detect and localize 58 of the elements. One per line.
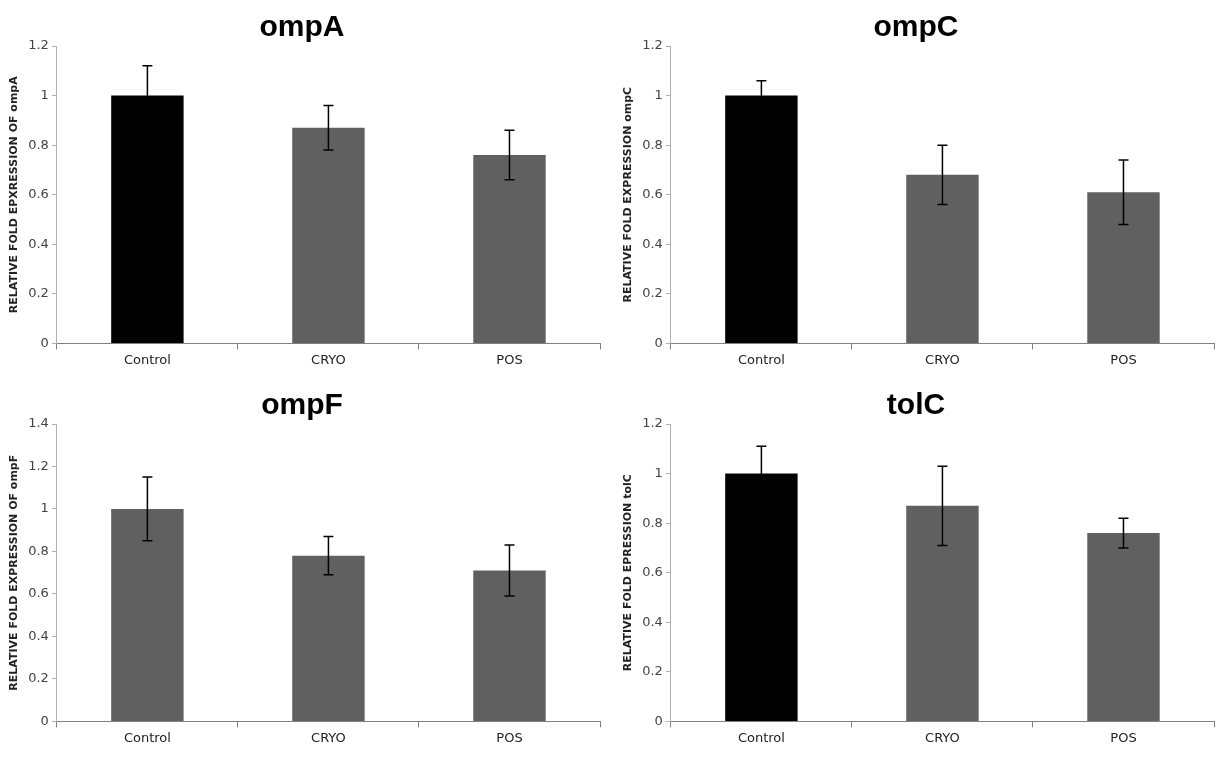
y-tick-label: 1 [40,86,49,102]
y-tick-label: 0.2 [28,285,49,301]
y-tick-label: 0.6 [642,564,663,580]
y-tick-label: 0.4 [642,235,663,251]
y-tick-label: 0 [654,334,663,350]
bar [906,505,979,721]
y-tick-label: 1.2 [642,415,663,431]
y-tick-label: 0.8 [28,542,49,558]
x-tick-label: CRYO [311,351,346,367]
chart-title: ompC [873,9,959,43]
x-tick-label: POS [1110,351,1137,367]
y-tick-label: 0.6 [642,186,663,202]
y-tick-label: 0.2 [28,670,49,686]
y-tick-label: 0.4 [642,613,663,629]
y-tick-label: 0 [40,712,49,728]
x-tick-label: Control [737,351,785,367]
x-tick-label: POS [496,351,523,367]
x-tick-label: CRYO [925,729,960,745]
bar [473,570,546,721]
x-tick-label: POS [1110,729,1137,745]
y-tick-label: 0 [40,334,49,350]
y-tick-label: 0.8 [28,136,49,152]
y-axis-title: RELATIVE FOLD EXPRESSION ompC [621,86,635,303]
y-tick-label: 0.4 [28,627,49,643]
x-tick-label: Control [737,729,785,745]
y-tick-label: 1 [654,464,663,480]
x-tick-label: Control [123,729,171,745]
bar [906,174,979,343]
bar [473,155,546,343]
y-tick-label: 1.2 [28,37,49,53]
y-tick-label: 1 [40,500,49,516]
y-tick-label: 0.6 [28,585,49,601]
bar [1087,533,1160,721]
bar [292,127,365,343]
x-tick-label: Control [123,351,171,367]
y-tick-label: 1.2 [28,457,49,473]
y-tick-label: 0.4 [28,235,49,251]
bar [111,508,184,721]
bar [1087,192,1160,343]
chart-title: ompF [261,387,343,421]
x-tick-label: CRYO [925,351,960,367]
y-axis-title: RELATIVE FOLD EPXRESSION OF ompA [7,75,21,314]
y-tick-label: 0.8 [642,136,663,152]
y-tick-label: 0 [654,712,663,728]
y-tick-label: 1 [654,86,663,102]
y-tick-label: 1.2 [642,37,663,53]
y-axis-title: RELATIVE FOLD EXPRESSION OF ompF [7,454,21,691]
y-tick-label: 0.8 [642,514,663,530]
x-tick-label: POS [496,729,523,745]
chart-title: tolC [886,387,946,421]
y-tick-label: 0.2 [642,285,663,301]
x-tick-label: CRYO [311,729,346,745]
y-tick-label: 1.4 [28,415,49,431]
bar [292,555,365,721]
y-axis-title: RELATIVE FOLD EPRESSION tolC [621,474,635,672]
y-tick-label: 0.6 [28,186,49,202]
y-tick-label: 0.2 [642,663,663,679]
chart-title: ompA [259,9,345,43]
